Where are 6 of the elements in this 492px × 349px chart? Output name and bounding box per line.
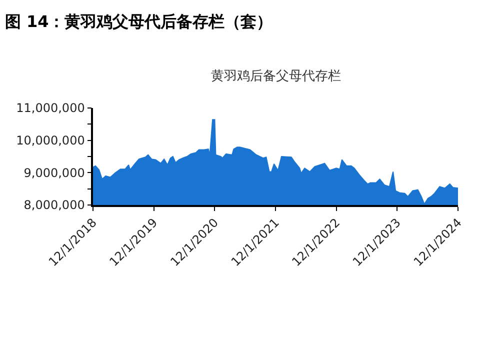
y-tick-label: 8,000,000	[24, 198, 85, 212]
chart-title: 图 14：黄羽鸡父母代后备存栏（套）	[4, 12, 273, 31]
chart-subtitle: 黄羽鸡后备父母代存栏	[211, 69, 341, 84]
y-tick-label: 10,000,000	[16, 134, 85, 148]
y-tick-label: 11,000,000	[16, 101, 85, 116]
y-tick-label: 9,000,000	[24, 166, 85, 180]
